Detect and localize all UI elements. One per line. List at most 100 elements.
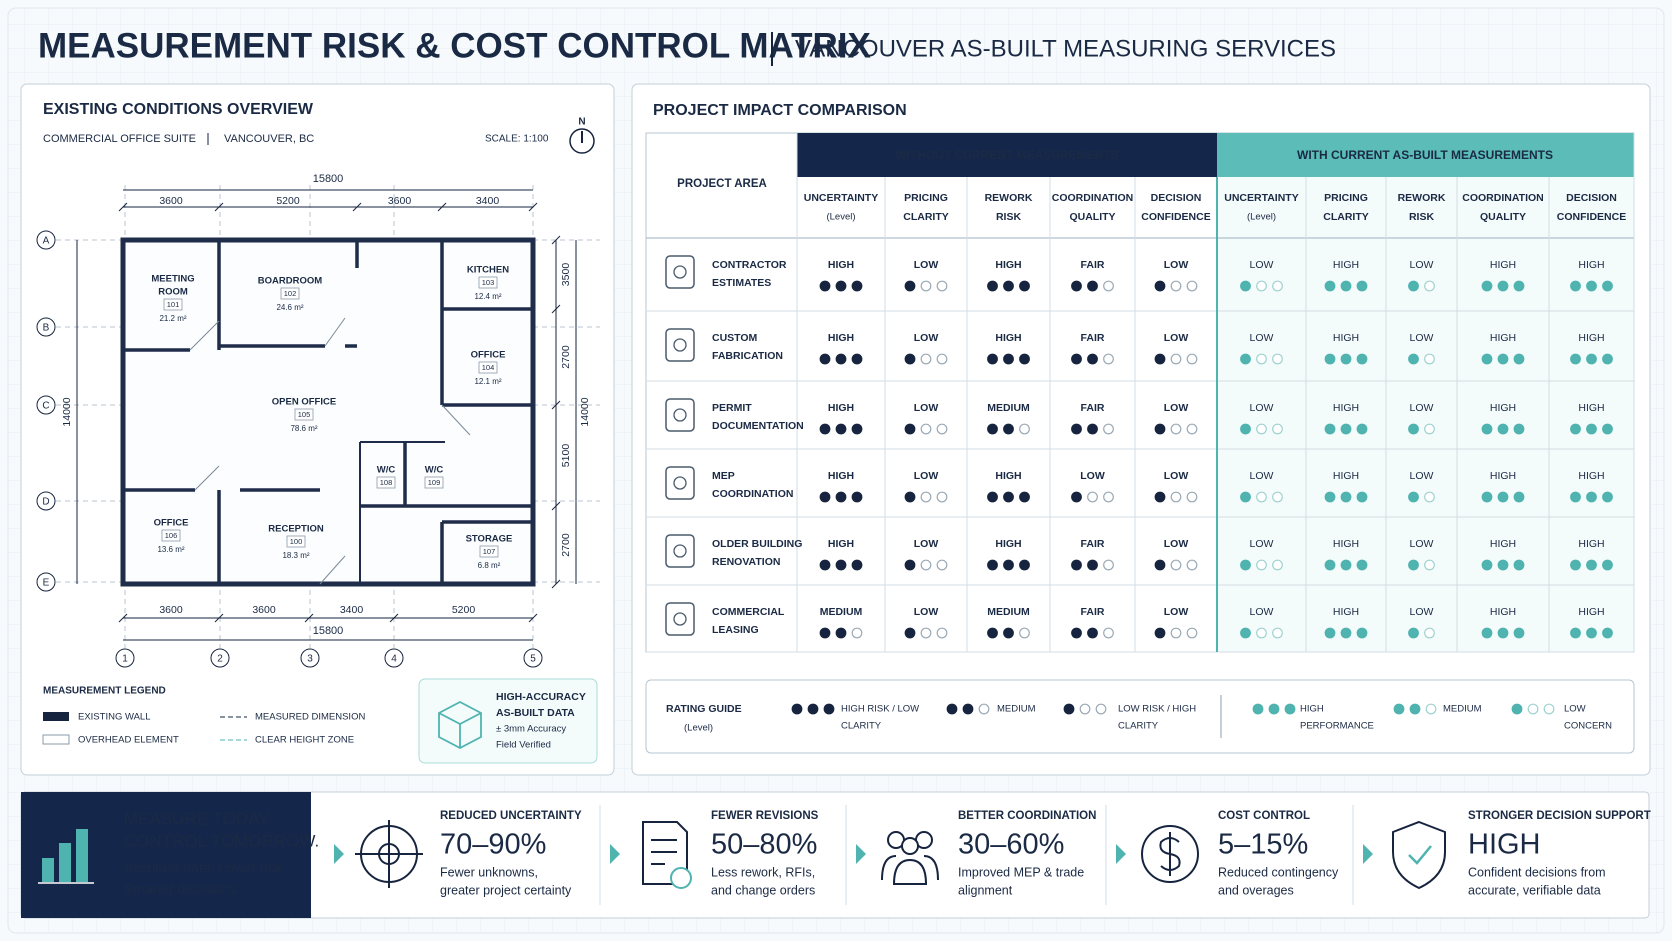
area-name: MEP <box>712 470 735 482</box>
stat-desc: Fewer unknowns, <box>440 865 538 879</box>
rating-dot-empty <box>851 627 863 639</box>
rating-dot-empty <box>1103 353 1114 365</box>
rating-dot-filled <box>1340 353 1352 365</box>
area-icon-detail <box>673 338 687 352</box>
rating-guide-label: MEDIUM <box>1443 704 1482 715</box>
rating-dot-empty <box>1103 627 1114 639</box>
room-number: 104 <box>482 363 495 372</box>
rating-dot-filled <box>819 491 831 503</box>
rating-dot-filled <box>1003 423 1014 435</box>
rating-dot-empty <box>1186 559 1198 571</box>
dimension-total: 15800 <box>313 173 344 185</box>
grid-bubble <box>210 648 230 668</box>
room-number: 100 <box>290 537 303 546</box>
stat-title: STRONGER DECISION SUPPORT <box>1468 810 1651 822</box>
legend-item: CLEAR HEIGHT ZONE <box>255 735 354 746</box>
rating-dot-empty <box>1186 280 1198 292</box>
rating-dot-filled <box>1602 491 1613 503</box>
rating-label: HIGH <box>1578 402 1604 414</box>
rating-dot-empty <box>1103 280 1114 292</box>
rating-dot-filled <box>1087 559 1098 571</box>
rating-dot-filled <box>1324 353 1336 365</box>
rating-dot-filled <box>1586 353 1597 365</box>
room-number-box <box>163 298 183 311</box>
rating-dot-filled <box>851 559 863 571</box>
rating-dot-filled <box>1586 627 1597 639</box>
rating-dot-filled <box>1240 559 1251 571</box>
rating-label: LOW <box>1250 606 1274 618</box>
rating-dot-filled <box>1252 703 1264 715</box>
rating-dot-empty <box>1272 491 1283 503</box>
exterior-wall <box>120 237 536 587</box>
rating-dot-filled <box>835 491 847 503</box>
rating-dot-filled <box>1154 559 1166 571</box>
rating-dot-filled <box>819 353 831 365</box>
rating-label: LOW <box>914 606 939 618</box>
room-area: 78.6 m² <box>290 424 317 433</box>
rating-dot-filled <box>1602 423 1613 435</box>
badge-line: Field Verified <box>496 740 551 751</box>
rating-dot-filled <box>1324 423 1336 435</box>
rating-label: HIGH <box>1490 332 1516 344</box>
rating-dot-filled <box>1409 703 1421 715</box>
rating-label: HIGH <box>828 402 854 414</box>
dimension-tick <box>551 304 561 314</box>
bar-icon <box>76 829 88 882</box>
column-header: RISK <box>996 211 1022 223</box>
rating-label: MEDIUM <box>987 402 1030 414</box>
stat-desc: greater project certainty <box>440 883 572 897</box>
rating-dot-filled <box>1071 280 1082 292</box>
room-name: KITCHEN <box>467 265 509 276</box>
rating-dot-filled <box>851 280 863 292</box>
room-name: RECEPTION <box>268 524 324 535</box>
grid-row-label: E <box>43 578 50 589</box>
dimension-label: 5100 <box>560 444 572 468</box>
legend-swatch-wall <box>43 712 69 721</box>
banner-headline: CONTROL TOMORROW. <box>124 831 319 850</box>
rating-dot-filled <box>1340 559 1352 571</box>
rating-label: HIGH <box>1578 606 1604 618</box>
rating-dot-filled <box>1340 627 1352 639</box>
rating-dot-filled <box>1602 559 1613 571</box>
rating-dot-empty <box>1186 353 1198 365</box>
rating-dot-filled <box>1408 280 1419 292</box>
rating-dot-filled <box>1003 353 1014 365</box>
column-header: UNCERTAINTY <box>804 192 878 204</box>
rating-dot-filled <box>835 423 847 435</box>
rating-dot-filled <box>819 280 831 292</box>
rating-dot-empty <box>978 703 990 715</box>
rating-dot-filled <box>1481 491 1493 503</box>
group-header <box>797 133 1217 177</box>
room-number-box <box>479 545 499 558</box>
rating-dot-filled <box>1071 627 1082 639</box>
rating-dot-filled <box>1513 423 1525 435</box>
rating-dot-filled <box>1408 559 1419 571</box>
stat-title: FEWER REVISIONS <box>711 810 819 822</box>
room-number: 109 <box>428 478 441 487</box>
dimension-tick <box>528 613 538 623</box>
rating-label: LOW <box>1250 470 1274 482</box>
rating-dot-empty <box>1256 627 1267 639</box>
room-number: 105 <box>298 410 311 419</box>
rating-dot-empty <box>1103 491 1114 503</box>
rating-dot-empty <box>936 627 948 639</box>
rating-label: LOW <box>1250 402 1274 414</box>
room-number: 102 <box>284 289 297 298</box>
column-header: DECISION <box>1566 192 1617 204</box>
rating-dot-filled <box>1154 491 1166 503</box>
dimension-tick <box>214 613 224 623</box>
rating-label: LOW <box>1250 259 1274 271</box>
rating-dot-filled <box>987 491 998 503</box>
north-label: N <box>578 117 585 128</box>
group-header <box>1217 133 1634 177</box>
rating-guide-label: CLARITY <box>1118 721 1159 732</box>
rating-dot-empty <box>1256 491 1267 503</box>
rating-guide-label: PERFORMANCE <box>1300 721 1374 732</box>
rating-dot-filled <box>1497 280 1509 292</box>
rating-label: MEDIUM <box>987 606 1030 618</box>
room-number-box <box>280 287 300 300</box>
stat-icon <box>1408 845 1432 865</box>
dimension-label: 5200 <box>452 604 476 616</box>
rating-dot-filled <box>1324 491 1336 503</box>
stat-value: 70–90% <box>440 829 546 861</box>
